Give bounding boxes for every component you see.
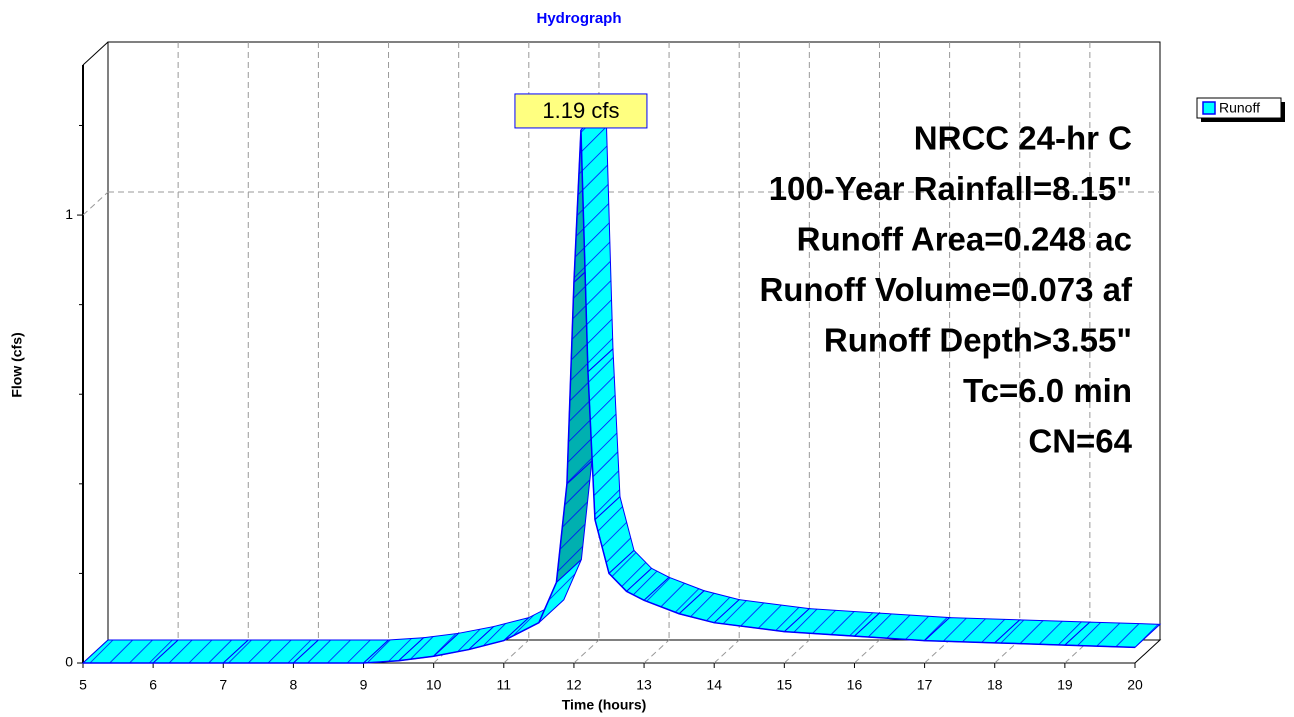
annotation: Runoff Depth>3.55" [824, 322, 1132, 359]
floor-grid-line [713, 639, 740, 664]
line [83, 129, 1136, 664]
x-tick-label: 5 [79, 677, 87, 693]
x-tick-label: 7 [219, 677, 227, 693]
x-tick-label: 12 [566, 677, 582, 693]
annotation: CN=64 [1028, 423, 1132, 460]
floor-grid-line [643, 639, 670, 664]
annotation: Runoff Area=0.248 ac [797, 221, 1132, 258]
x-axis-label: Time (hours) [562, 697, 647, 713]
floor-grid-line [433, 639, 460, 664]
plot: 1.19 cfs [81, 93, 1162, 664]
legend-label: Runoff [1219, 100, 1260, 116]
floor-grid-line [573, 639, 600, 664]
floor-grid-line [854, 639, 880, 664]
left-wall-top [82, 41, 109, 66]
x-tick-label: 15 [777, 677, 793, 693]
x-tick-label: 6 [149, 677, 157, 693]
x-tick-label: 16 [847, 677, 863, 693]
x-tick-label: 17 [917, 677, 933, 693]
floor-grid-line [924, 639, 950, 664]
data-label: 1.19 cfs [514, 93, 648, 129]
x-tick-label: 8 [290, 677, 298, 693]
floor-grid-line [503, 639, 530, 664]
legend-swatch [1202, 101, 1216, 115]
legend-box [1196, 97, 1282, 119]
x-tick-label: 11 [497, 677, 512, 693]
annotation: Runoff Volume=0.073 af [759, 271, 1133, 308]
back-wall [107, 41, 1161, 641]
x-tick-label: 19 [1057, 677, 1073, 693]
y-axis-label: Flow (cfs) [9, 332, 25, 397]
floor-grid-line [1064, 639, 1091, 664]
legend: Runoff [1196, 97, 1285, 122]
floor-grid-line [994, 639, 1021, 664]
data-label-text: 1.19 cfs [542, 98, 619, 123]
x-tick-label: 18 [987, 677, 1003, 693]
x-tick-label: 10 [426, 677, 442, 693]
floor-grid-line [783, 639, 810, 664]
annotation: 100-Year Rainfall=8.15" [769, 170, 1132, 207]
x-tick-label: 13 [636, 677, 652, 693]
x-tick-label: 20 [1127, 677, 1143, 693]
data-label-box [514, 93, 648, 129]
x-tick-label: 14 [706, 677, 722, 693]
wall-grid-line [82, 191, 109, 216]
x-tick-label: 9 [360, 677, 368, 693]
annotation: NRCC 24-hr C [914, 120, 1132, 157]
chart-title: Hydrograph [536, 10, 621, 27]
annotation: Tc=6.0 min [963, 372, 1132, 409]
y-tick-label: 0 [65, 654, 73, 670]
y-tick-label: 1 [65, 206, 73, 222]
